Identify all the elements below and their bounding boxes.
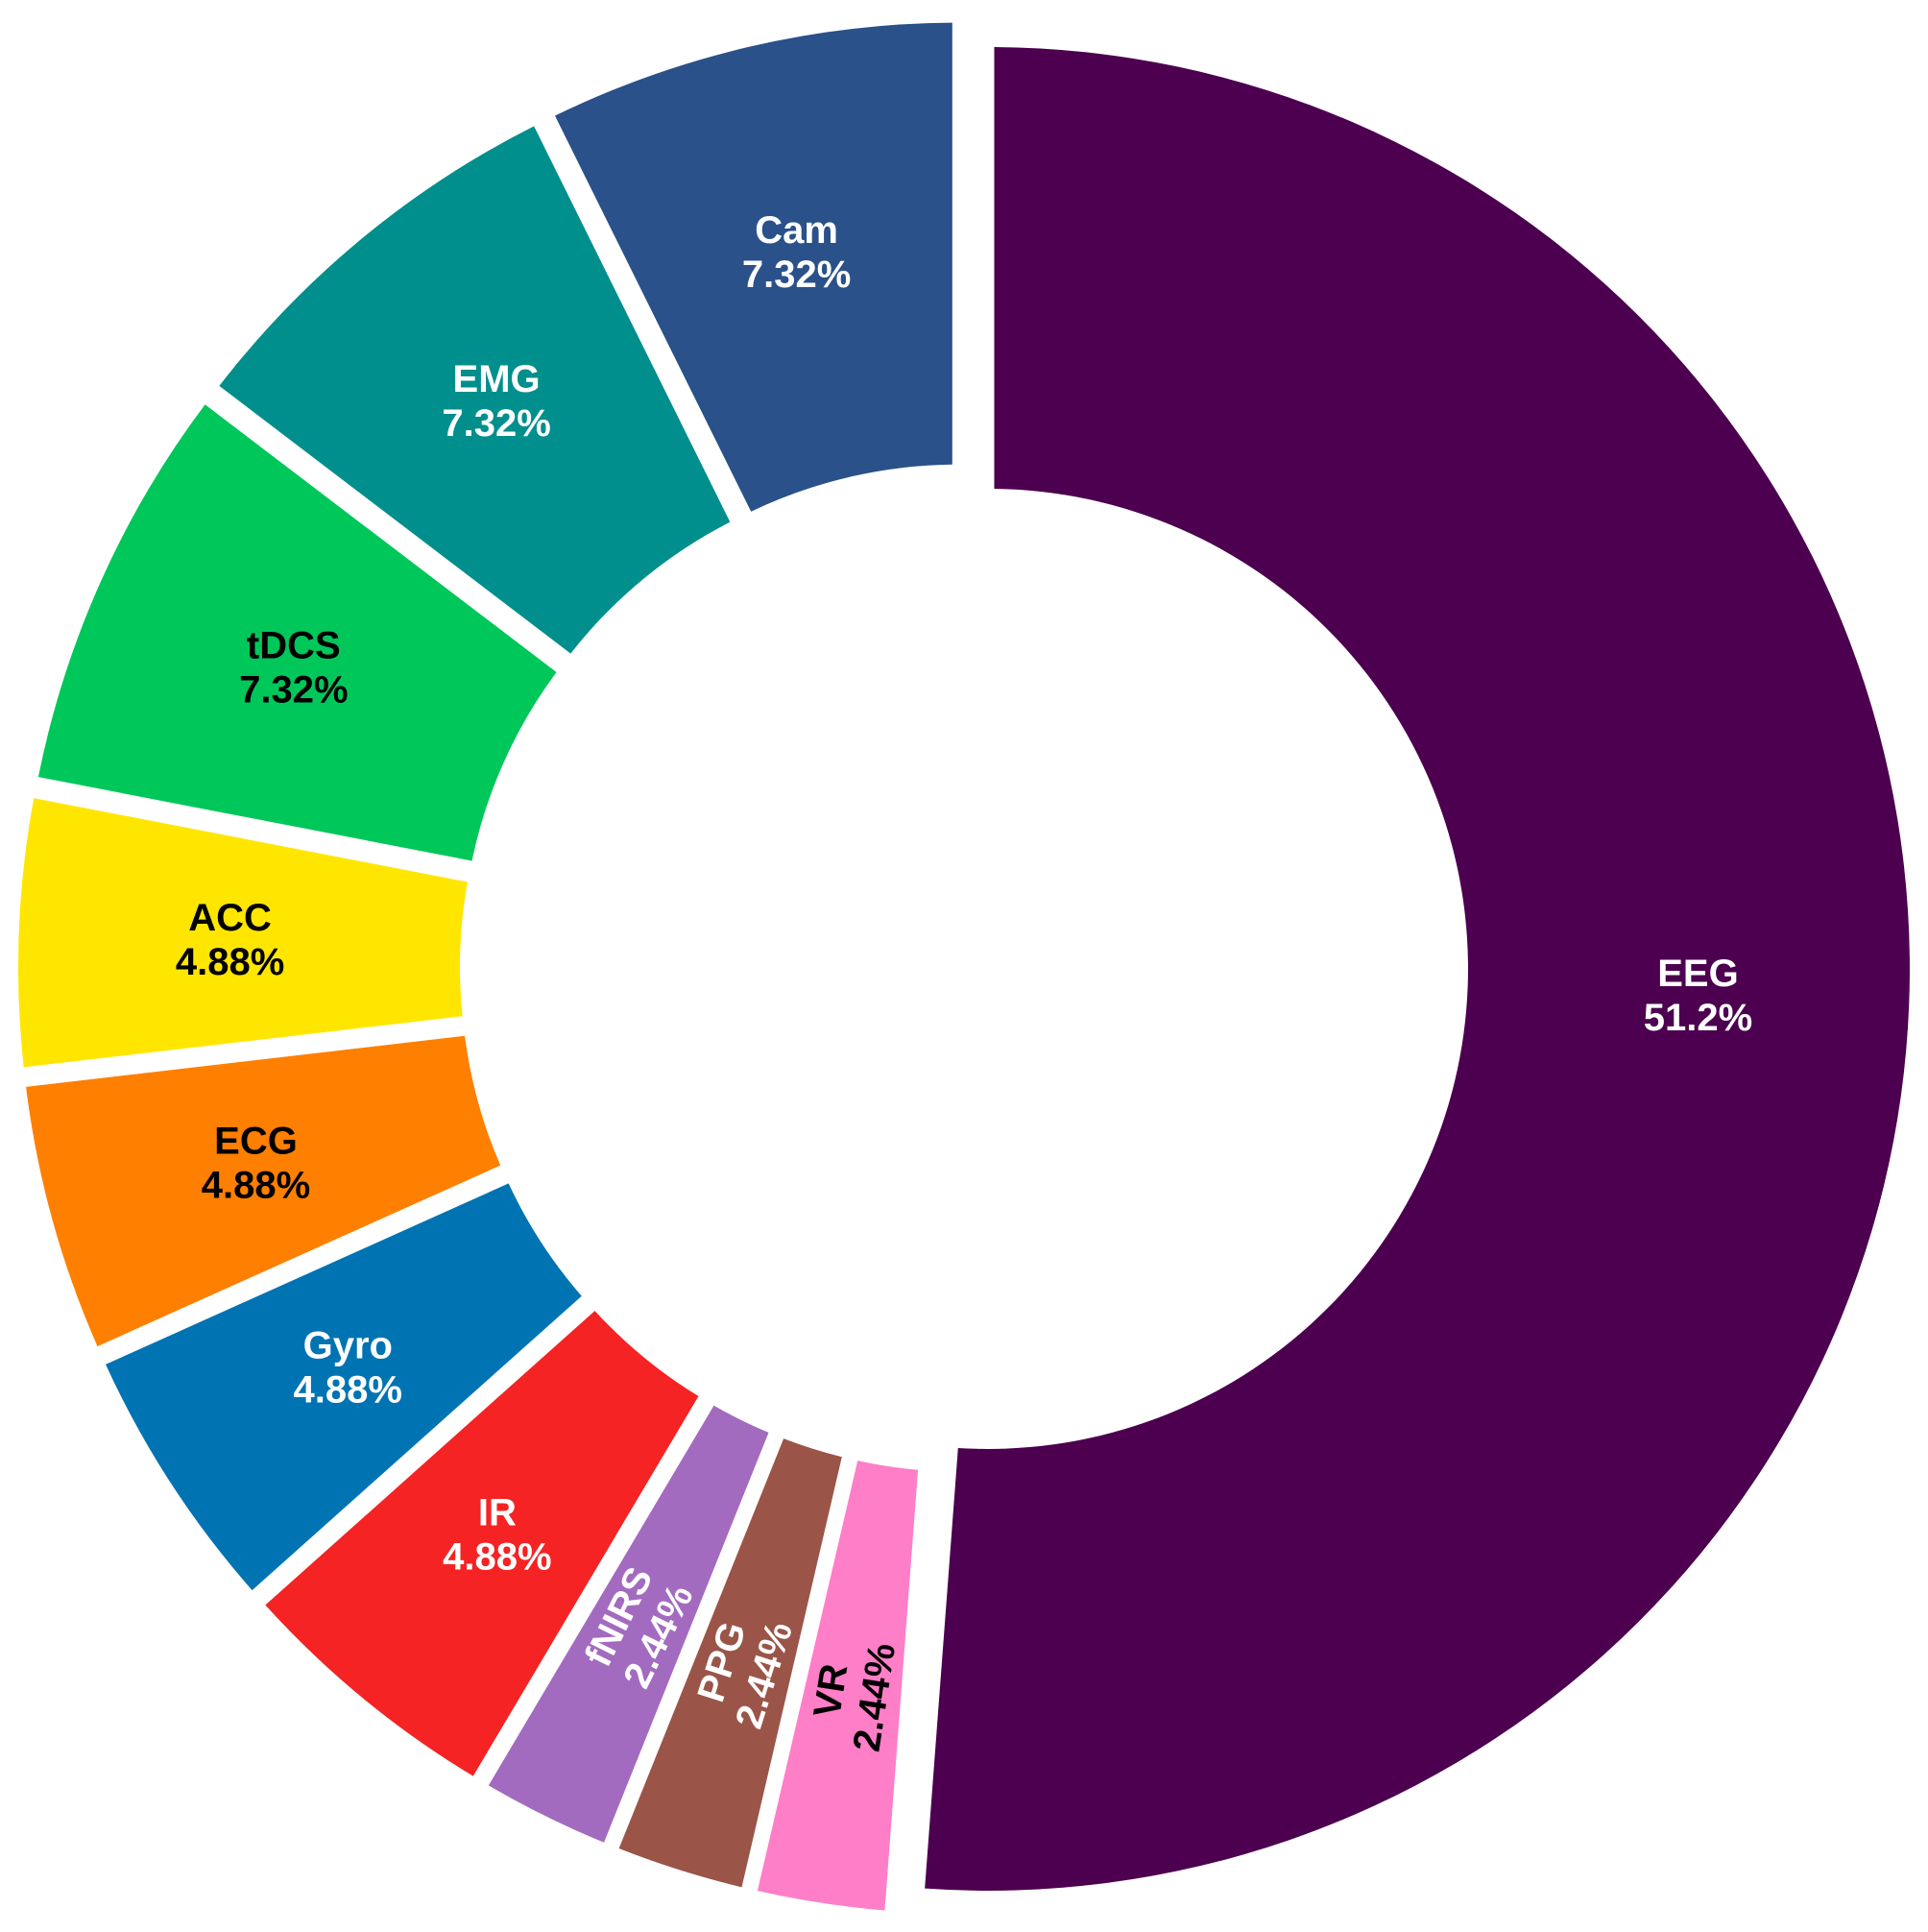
slice-tdcs: tDCS 7.32%	[37, 404, 557, 861]
slice-percent-emg: 7.32%	[442, 402, 550, 445]
slice-name-tdcs: tDCS	[247, 624, 341, 666]
slice-ir: IR 4.88%	[265, 1311, 699, 1776]
slice-name-eeg: EEG	[1657, 953, 1738, 995]
slice-name-emg: EMG	[453, 358, 541, 400]
slice-wedge-acc	[18, 798, 468, 1068]
slice-label-eeg: EEG 51.2%	[1644, 953, 1752, 1039]
slice-wedge-emg	[219, 126, 731, 654]
slice-wedge-fnirs	[488, 1405, 769, 1843]
slice-name-ir: IR	[478, 1492, 517, 1534]
slice-emg: EMG 7.32%	[219, 126, 731, 654]
slice-label-cam: Cam 7.32%	[742, 209, 851, 296]
slice-label-ecg: ECG 4.88%	[202, 1120, 310, 1206]
slice-label-emg: EMG 7.32%	[442, 358, 550, 445]
slice-acc: ACC 4.88%	[18, 798, 468, 1068]
slice-percent-acc: 4.88%	[176, 941, 284, 983]
slice-name-acc: ACC	[188, 897, 272, 939]
slice-name-ecg: ECG	[214, 1120, 298, 1162]
slice-label-ir: IR 4.88%	[443, 1492, 551, 1579]
slice-wedge-tdcs	[37, 404, 557, 861]
slice-eeg: EEG 51.2%	[925, 46, 1910, 1891]
slice-percent-ir: 4.88%	[443, 1536, 551, 1579]
slice-label-tdcs: tDCS 7.32%	[239, 624, 348, 711]
slice-wedge-gyro	[106, 1183, 582, 1591]
slice-cam: Cam 7.32%	[555, 22, 952, 512]
slice-percent-cam: 7.32%	[742, 254, 851, 296]
slice-wedge-ecg	[26, 1035, 501, 1347]
slice-wedge-eeg	[925, 46, 1910, 1891]
slice-label-gyro: Gyro 4.88%	[294, 1324, 402, 1411]
slice-wedge-ir	[265, 1311, 699, 1776]
slice-vr: VR2.44%	[757, 1461, 919, 1911]
slice-ecg: ECG 4.88%	[26, 1035, 501, 1347]
slice-name-gyro: Gyro	[303, 1324, 393, 1366]
slice-wedge-cam	[555, 22, 952, 512]
slice-name-cam: Cam	[755, 209, 838, 252]
slice-gyro: Gyro 4.88%	[106, 1183, 582, 1591]
slice-wedge-ppg	[618, 1438, 842, 1888]
slice-percent-gyro: 4.88%	[294, 1368, 402, 1411]
slice-name-vr: VR	[806, 1661, 856, 1721]
slice-wedge-vr	[757, 1461, 919, 1911]
slice-percent-ecg: 4.88%	[202, 1164, 310, 1206]
slice-label-acc: ACC 4.88%	[176, 897, 284, 983]
slice-percent-tdcs: 7.32%	[239, 668, 348, 711]
slice-percent-eeg: 51.2%	[1644, 997, 1752, 1039]
